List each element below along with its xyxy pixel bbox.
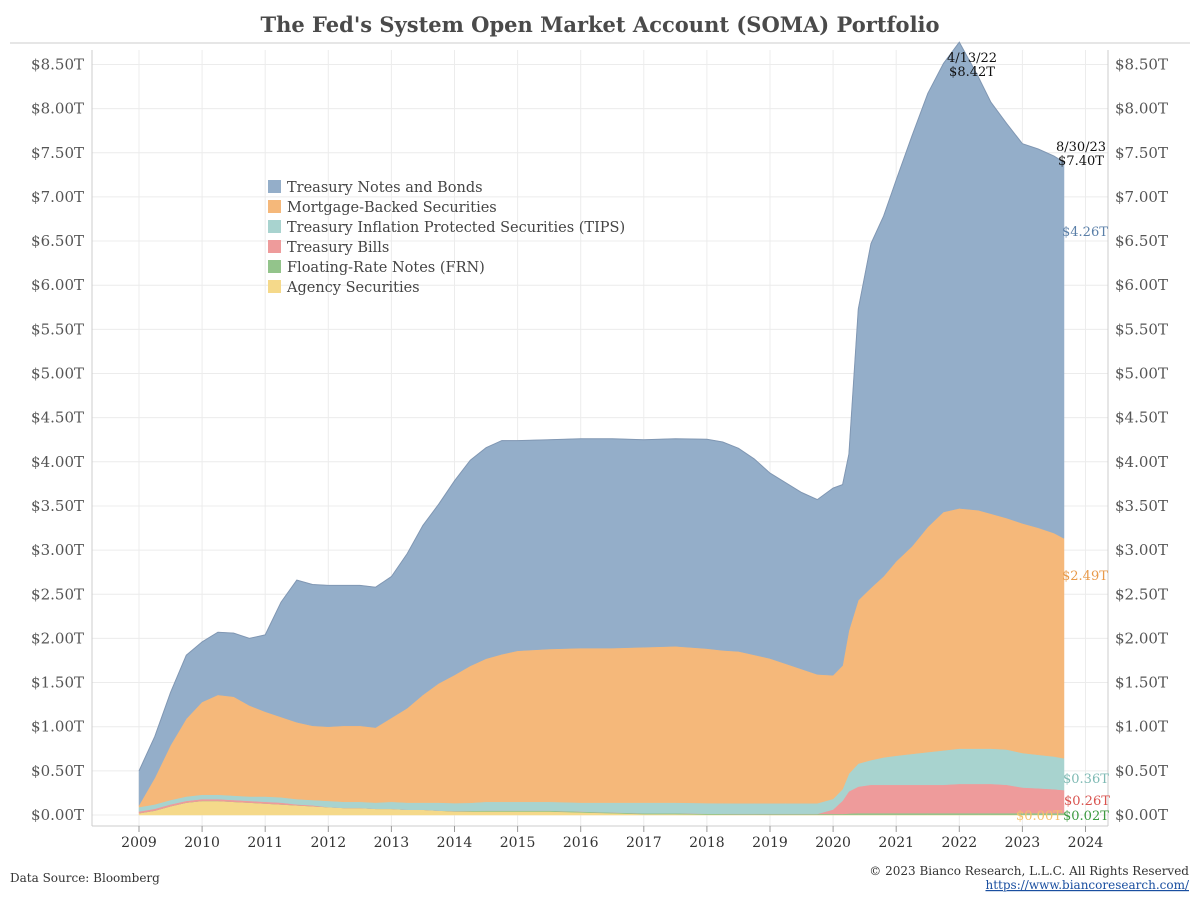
x-tick-label: 2011 bbox=[247, 835, 283, 851]
end-label: $4.26T bbox=[1062, 225, 1108, 240]
total-outline bbox=[138, 41, 1065, 772]
y-tick-label-right: $2.50T bbox=[1115, 585, 1168, 603]
end-label: $0.36T bbox=[1063, 772, 1109, 787]
legend-label-mortgage-backed-securities: Mortgage-Backed Securities bbox=[287, 200, 497, 216]
y-tick-label-right: $1.00T bbox=[1115, 718, 1168, 736]
copyright: © 2023 Bianco Research, L.L.C. All Right… bbox=[869, 864, 1189, 878]
y-tick-label-right: $8.50T bbox=[1115, 55, 1168, 73]
data-source: Data Source: Bloomberg bbox=[10, 871, 160, 885]
axes bbox=[91, 50, 1109, 827]
y-tick-label-right: $3.00T bbox=[1115, 541, 1168, 559]
legend-label-treasury-inflation-protected-securities-tips: Treasury Inflation Protected Securities … bbox=[287, 220, 625, 236]
x-tick-label: 2016 bbox=[563, 835, 599, 851]
y-tick-label-right: $6.00T bbox=[1115, 276, 1168, 294]
y-tick-label-right: $2.00T bbox=[1115, 629, 1168, 647]
y-tick-label: $8.00T bbox=[31, 100, 84, 118]
y-tick-label: $8.50T bbox=[31, 55, 84, 73]
x-tick-label: 2023 bbox=[1005, 835, 1041, 851]
y-tick-label: $3.00T bbox=[31, 541, 84, 559]
stacked-areas bbox=[138, 41, 1065, 816]
y-axis-left-ticks: $0.00T $0.50T $1.00T $1.50T $2.00T $2.50T $3.0… bbox=[31, 55, 84, 824]
x-tick-label: 2020 bbox=[815, 835, 851, 851]
end-label: $0.02T bbox=[1063, 809, 1109, 824]
x-tick-label: 2009 bbox=[121, 835, 157, 851]
y-tick-label: $0.50T bbox=[31, 762, 84, 780]
y-tick-label: $3.50T bbox=[31, 497, 84, 515]
legend-label-treasury-bills: Treasury Bills bbox=[287, 240, 389, 256]
end-label: $0.26T bbox=[1064, 794, 1110, 809]
y-tick-label: $1.00T bbox=[31, 718, 84, 736]
legend: Treasury Notes and Bonds Mortgage-Backed … bbox=[268, 180, 625, 296]
y-tick-label-right: $1.50T bbox=[1115, 674, 1168, 692]
legend-label-treasury-notes-and-bonds: Treasury Notes and Bonds bbox=[287, 180, 483, 196]
end-label: $0.00T bbox=[1016, 809, 1062, 824]
y-tick-label: $4.50T bbox=[31, 409, 84, 427]
x-tick-label: 2017 bbox=[626, 835, 662, 851]
legend-swatch-mortgage-backed-securities bbox=[268, 200, 281, 213]
legend-swatch-treasury-notes-and-bonds bbox=[268, 180, 281, 193]
annotation-value: $7.40T bbox=[1058, 154, 1104, 169]
legend-label-agency-securities: Agency Securities bbox=[286, 280, 420, 296]
y-tick-label-right: $5.00T bbox=[1115, 365, 1168, 383]
annotation-date: 4/13/22 bbox=[947, 51, 997, 66]
x-tick-label: 2021 bbox=[878, 835, 914, 851]
y-tick-label-right: $0.00T bbox=[1115, 806, 1168, 824]
x-tick-label: 2024 bbox=[1068, 835, 1104, 851]
annotation-date: 8/30/23 bbox=[1056, 140, 1106, 155]
y-tick-label-right: $7.50T bbox=[1115, 144, 1168, 162]
y-tick-label: $7.00T bbox=[31, 188, 84, 206]
x-axis-ticks: 2009 2010 2011 2012 2013 2014 2015 2016 2017 2018… bbox=[121, 826, 1103, 851]
legend-swatch-floating-rate-notes-frn bbox=[268, 260, 281, 273]
x-tick-label: 2015 bbox=[500, 835, 536, 851]
y-tick-label: $7.50T bbox=[31, 144, 84, 162]
x-tick-label: 2012 bbox=[310, 835, 346, 851]
y-tick-label: $1.50T bbox=[31, 674, 84, 692]
y-tick-label-right: $0.50T bbox=[1115, 762, 1168, 780]
y-axis-right-ticks: $0.00T $0.50T $1.00T $1.50T $2.00T $2.50T $3.0… bbox=[1115, 55, 1168, 824]
legend-swatch-treasury-bills bbox=[268, 240, 281, 253]
end-value-labels: $4.26T $2.49T $0.36T $0.26T$0.00T $0.02T bbox=[1016, 225, 1110, 824]
y-tick-label: $5.50T bbox=[31, 320, 84, 338]
y-tick-label: $5.00T bbox=[31, 365, 84, 383]
legend-swatch-treasury-inflation-protected-securities-tips bbox=[268, 220, 281, 233]
website-link[interactable]: https://www.biancoresearch.com/ bbox=[985, 878, 1189, 892]
annotations: 4/13/22$8.42T 8/30/23$7.40T bbox=[947, 51, 1106, 169]
y-tick-label-right: $4.50T bbox=[1115, 409, 1168, 427]
y-tick-label-right: $7.00T bbox=[1115, 188, 1168, 206]
end-label: $2.49T bbox=[1062, 569, 1108, 584]
legend-label-floating-rate-notes-frn: Floating-Rate Notes (FRN) bbox=[287, 260, 485, 276]
x-tick-label: 2010 bbox=[184, 835, 220, 851]
y-tick-label-right: $8.00T bbox=[1115, 100, 1168, 118]
y-tick-label: $0.00T bbox=[31, 806, 84, 824]
x-tick-label: 2022 bbox=[941, 835, 977, 851]
y-tick-label-right: $4.00T bbox=[1115, 453, 1168, 471]
y-tick-label: $6.00T bbox=[31, 276, 84, 294]
x-tick-label: 2018 bbox=[689, 835, 725, 851]
x-tick-label: 2019 bbox=[752, 835, 788, 851]
y-tick-label-right: $5.50T bbox=[1115, 320, 1168, 338]
y-tick-label-right: $3.50T bbox=[1115, 497, 1168, 515]
x-tick-label: 2013 bbox=[374, 835, 410, 851]
annotation-value: $8.42T bbox=[949, 65, 995, 80]
y-tick-label: $4.00T bbox=[31, 453, 84, 471]
legend-swatch-agency-securities bbox=[268, 280, 281, 293]
x-tick-label: 2014 bbox=[437, 835, 473, 851]
y-tick-label-right: $6.50T bbox=[1115, 232, 1168, 250]
chart-title: The Fed's System Open Market Account (SO… bbox=[260, 12, 939, 37]
y-tick-label: $6.50T bbox=[31, 232, 84, 250]
y-tick-label: $2.50T bbox=[31, 585, 84, 603]
y-tick-label: $2.00T bbox=[31, 629, 84, 647]
